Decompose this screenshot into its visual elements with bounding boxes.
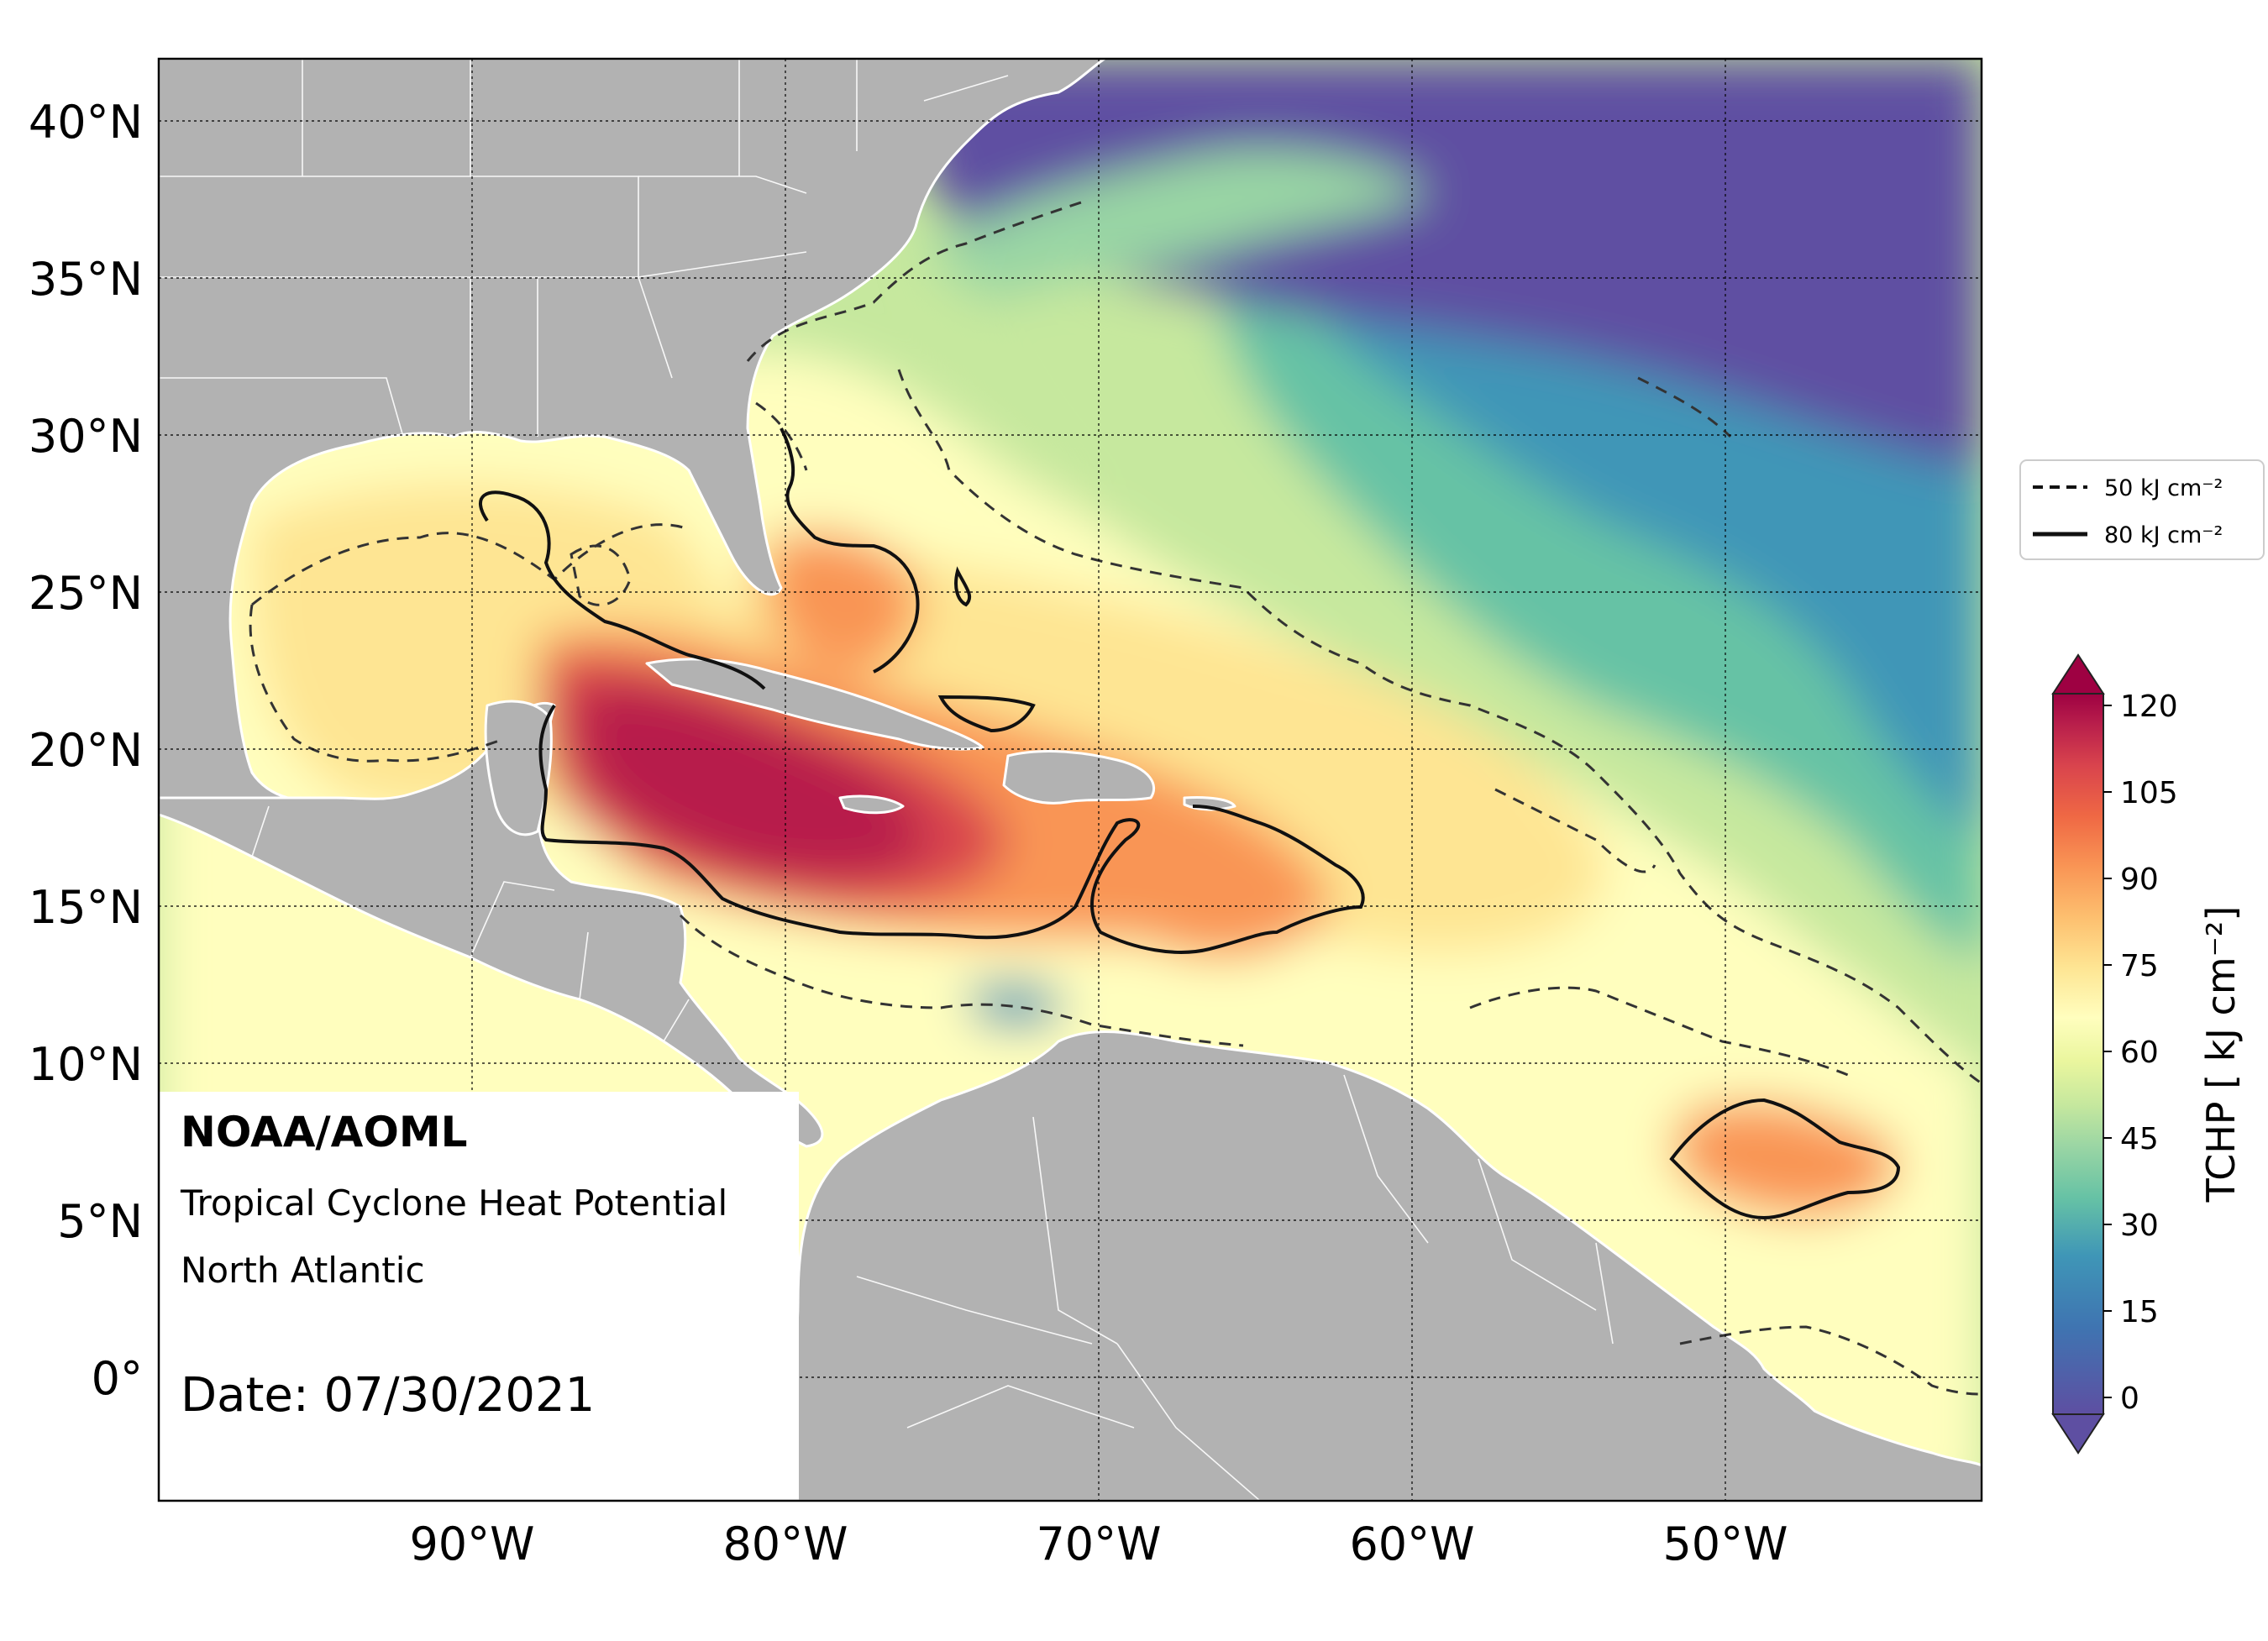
colorbar-tick-label: 0 bbox=[2120, 1381, 2139, 1416]
lon-label: 70°W bbox=[1036, 1518, 1161, 1570]
lat-label: 15°N bbox=[29, 881, 143, 934]
land-masses bbox=[159, 59, 1982, 1501]
tchp-zone-se bbox=[1672, 1101, 1898, 1218]
info-box bbox=[159, 1092, 799, 1501]
tchp-zone-120 bbox=[576, 684, 926, 878]
colorbar-tick-label: 120 bbox=[2120, 689, 2178, 724]
land-mexico-central-america bbox=[159, 701, 824, 1148]
land-jamaica bbox=[838, 794, 905, 815]
land-south-america bbox=[754, 1030, 1982, 1501]
colorbar: 120 105 90 75 60 45 30 15 0 TCHP [ kJ cm⁻²] bbox=[2051, 653, 2244, 1455]
lat-label: 0° bbox=[92, 1352, 143, 1405]
lat-label: 20°N bbox=[29, 724, 143, 777]
colorbar-tick-label: 15 bbox=[2120, 1295, 2159, 1329]
land-hispaniola bbox=[1002, 750, 1156, 805]
lat-label: 40°N bbox=[29, 96, 143, 149]
colorbar-tick-label: 75 bbox=[2120, 949, 2159, 983]
colorbar-tick-label: 30 bbox=[2120, 1208, 2159, 1243]
colorbar-tick-label: 60 bbox=[2120, 1035, 2159, 1070]
colorbar-label: TCHP [ kJ cm⁻²] bbox=[2198, 906, 2244, 1203]
tchp-zone-coast-cool bbox=[966, 982, 1067, 1028]
agency-label: NOAA/AOML bbox=[181, 1108, 467, 1156]
land-yucatan bbox=[484, 700, 553, 836]
lon-label: 50°W bbox=[1662, 1518, 1788, 1570]
colorbar-tick-label: 90 bbox=[2120, 862, 2159, 897]
colorbar-top-arrow bbox=[2051, 653, 2105, 695]
tchp-zone-bahamas bbox=[764, 531, 918, 672]
lon-label: 90°W bbox=[409, 1518, 534, 1570]
land-north-america bbox=[159, 59, 1106, 803]
lat-label: 35°N bbox=[29, 253, 143, 306]
lon-label: 60°W bbox=[1349, 1518, 1474, 1570]
colorbar-tick-label: 45 bbox=[2120, 1122, 2159, 1156]
contour-80 bbox=[478, 427, 1901, 1220]
lat-label: 25°N bbox=[29, 567, 143, 620]
colorbar-bottom-arrow bbox=[2051, 1413, 2105, 1455]
legend-label-80: 80 kJ cm⁻² bbox=[2104, 522, 2223, 548]
political-borders bbox=[159, 59, 1614, 1501]
latitude-labels: 40°N 35°N 30°N 25°N 20°N 15°N 10°N 5°N 0… bbox=[29, 96, 143, 1405]
lon-label: 80°W bbox=[722, 1518, 848, 1570]
product-label: Tropical Cyclone Heat Potential bbox=[180, 1182, 727, 1224]
contour-50 bbox=[249, 200, 1982, 1396]
tchp-zone-90-east bbox=[1092, 821, 1324, 959]
colorbar-tick-label: 105 bbox=[2120, 776, 2178, 810]
map-frame bbox=[157, 57, 1983, 1502]
date-label: Date: 07/30/2021 bbox=[181, 1368, 595, 1423]
tchp-zone-gulfstream bbox=[924, 149, 1428, 302]
colorbar-gradient bbox=[2052, 693, 2104, 1415]
legend-label-50: 50 kJ cm⁻² bbox=[2104, 475, 2223, 501]
lat-label: 10°N bbox=[29, 1038, 143, 1091]
region-label: North Atlantic bbox=[181, 1250, 425, 1291]
map-panel[interactable] bbox=[159, 59, 1982, 1501]
longitude-labels: 90°W 80°W 70°W 60°W 50°W bbox=[409, 1518, 1788, 1570]
colorbar-ticks: 120 105 90 75 60 45 30 15 0 bbox=[2103, 689, 2178, 1416]
land-cuba bbox=[645, 658, 984, 751]
lat-label: 5°N bbox=[57, 1195, 143, 1248]
lat-label: 30°N bbox=[29, 410, 143, 463]
contour-legend: 50 kJ cm⁻² 80 kJ cm⁻² bbox=[2019, 459, 2265, 560]
